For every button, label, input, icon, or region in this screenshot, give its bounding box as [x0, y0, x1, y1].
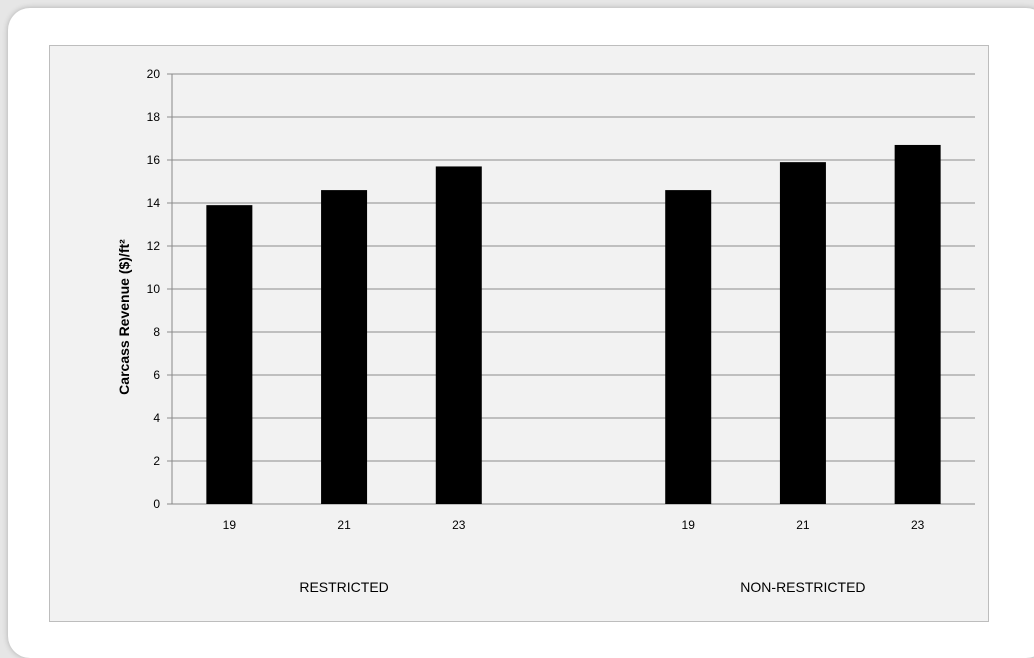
- x-tick-label: 23: [452, 518, 466, 532]
- y-tick-label: 18: [147, 110, 161, 124]
- y-tick-label: 8: [153, 325, 160, 339]
- chart-frame: [49, 45, 989, 622]
- group-label: NON-RESTRICTED: [740, 579, 865, 595]
- group-label: RESTRICTED: [299, 579, 388, 595]
- x-tick-label: 23: [911, 518, 925, 532]
- bar: [665, 190, 712, 504]
- x-tick-labels: 19 21 23 19 21 23: [223, 518, 925, 532]
- y-tick-label: 10: [147, 282, 161, 296]
- bar: [321, 190, 368, 504]
- y-tick-label: 14: [147, 196, 161, 210]
- x-tick-label: 21: [337, 518, 351, 532]
- y-tick-label: 6: [153, 368, 160, 382]
- bar: [435, 166, 482, 504]
- y-tick-label: 20: [147, 67, 161, 81]
- bar: [206, 205, 253, 504]
- y-tick-label: 2: [153, 454, 160, 468]
- bar: [894, 144, 941, 504]
- y-axis-label: Carcass Revenue ($)/ft²: [116, 239, 132, 395]
- y-tick-label: 12: [147, 239, 161, 253]
- bars: [206, 144, 941, 504]
- gridlines: [167, 73, 975, 505]
- y-tick-labels: 0 2 4 6 8 10 12 14 16 18 20: [147, 67, 161, 511]
- x-tick-label: 19: [223, 518, 237, 532]
- x-tick-label: 19: [682, 518, 696, 532]
- y-tick-label: 0: [153, 497, 160, 511]
- y-tick-label: 4: [153, 411, 160, 425]
- y-tick-label: 16: [147, 153, 161, 167]
- group-labels: RESTRICTED NON-RESTRICTED: [299, 579, 865, 595]
- bar: [779, 162, 826, 504]
- x-tick-label: 21: [796, 518, 810, 532]
